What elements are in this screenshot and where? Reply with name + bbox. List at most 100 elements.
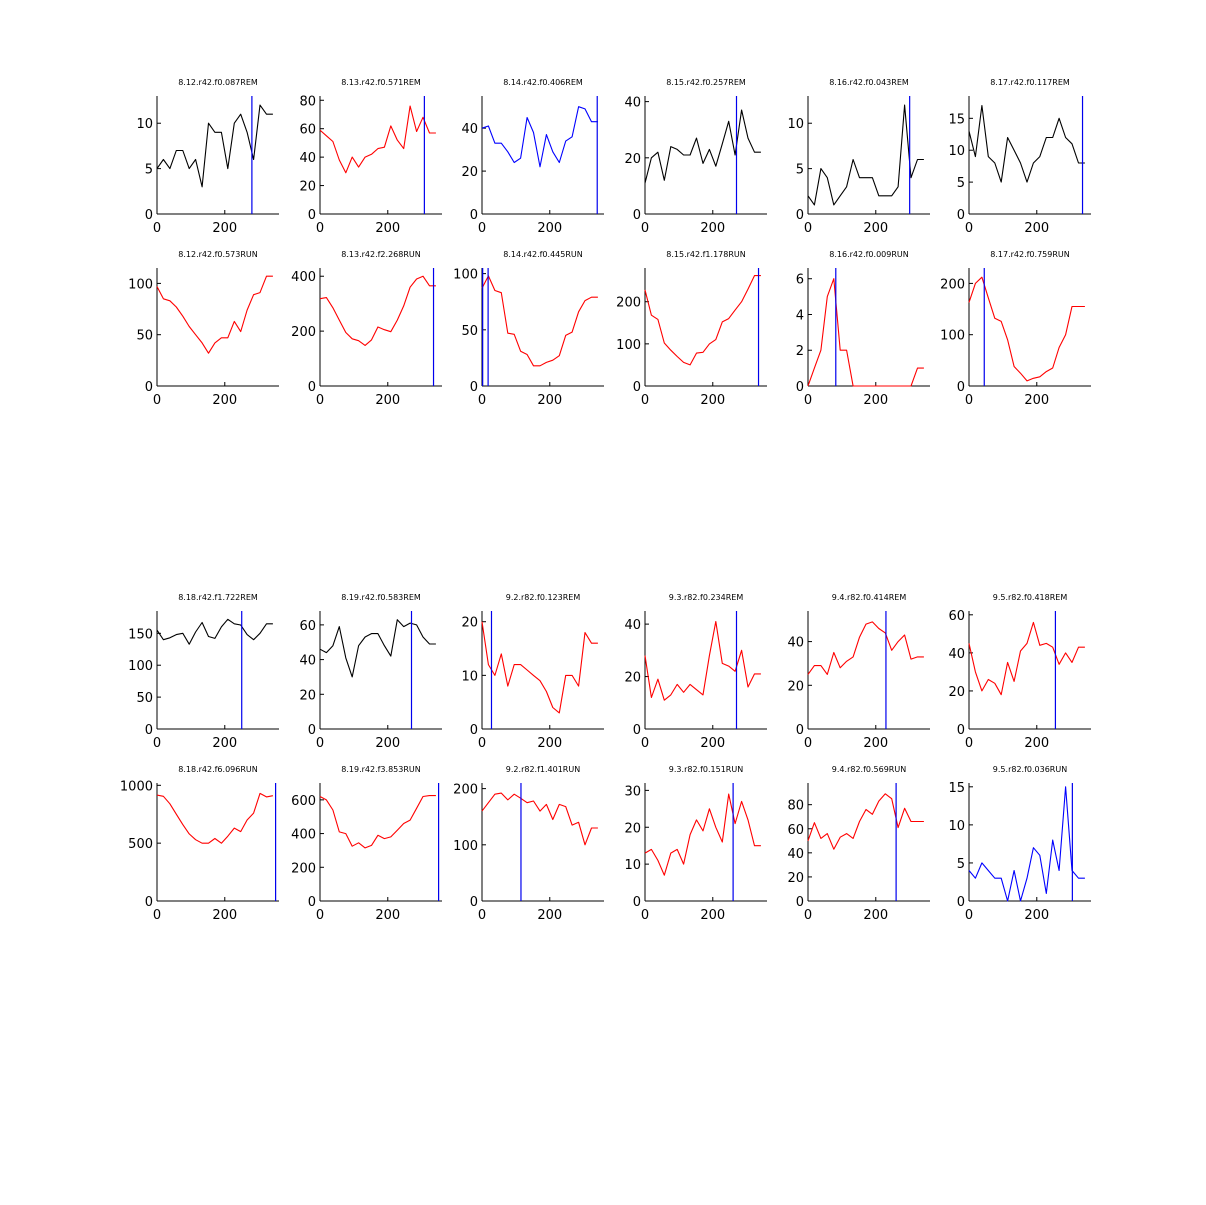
y-tick-label: 0 — [796, 380, 804, 395]
series-line — [968, 276, 1085, 382]
x-tick-label: 200 — [537, 736, 562, 751]
series-line — [968, 621, 1085, 696]
subplot-title: 8.16.r42.f0.043REM — [829, 78, 909, 87]
subplot: 9.3.r82.f0.151RUN 0 10 20 30 0 200 — [624, 765, 767, 923]
y-tick-label: 20 — [461, 616, 478, 631]
x-tick-label: 200 — [1024, 736, 1049, 751]
subplot: 8.16.r42.f0.043REM 0 5 10 0 200 — [787, 78, 930, 236]
y-tick-label: 400 — [291, 828, 316, 843]
y-tick-label: 0 — [957, 723, 965, 738]
subplot-title: 8.19.r42.f3.853RUN — [341, 765, 421, 774]
y-tick-label: 40 — [624, 618, 641, 633]
y-tick-label: 200 — [453, 783, 478, 798]
y-tick-label: 1000 — [120, 779, 153, 794]
subplot-title: 8.14.r42.f0.406REM — [503, 78, 583, 87]
y-tick-label: 20 — [624, 152, 641, 167]
subplot-title: 9.3.r82.f0.151RUN — [669, 765, 743, 774]
x-tick-label: 200 — [537, 393, 562, 408]
y-tick-label: 10 — [948, 144, 965, 159]
y-tick-label: 50 — [461, 324, 478, 339]
x-tick-label: 0 — [965, 221, 973, 236]
subplot-title: 8.17.r42.f0.117REM — [990, 78, 1070, 87]
y-tick-label: 0 — [796, 208, 804, 223]
y-tick-label: 15 — [948, 781, 965, 796]
x-tick-label: 200 — [1024, 908, 1049, 923]
subplot: 9.4.r82.f0.569RUN 0 20 40 60 80 0 200 — [787, 765, 930, 923]
subplot-title: 9.5.r82.f0.036RUN — [993, 765, 1067, 774]
x-tick-label: 200 — [212, 393, 237, 408]
x-tick-label: 200 — [212, 736, 237, 751]
y-tick-label: 0 — [145, 895, 153, 910]
subplot-title: 9.4.r82.f0.569RUN — [832, 765, 906, 774]
y-tick-label: 100 — [128, 659, 153, 674]
subplot: 8.16.r42.f0.009RUN 0 2 4 6 0 200 — [796, 250, 930, 408]
series-line — [156, 792, 274, 844]
subplot-title: 9.3.r82.f0.234REM — [669, 593, 744, 602]
x-tick-label: 0 — [316, 908, 324, 923]
y-tick-label: 200 — [291, 861, 316, 876]
x-tick-label: 0 — [153, 908, 161, 923]
y-tick-label: 100 — [616, 338, 641, 353]
y-tick-label: 80 — [299, 94, 316, 109]
x-tick-label: 200 — [1024, 393, 1049, 408]
x-tick-label: 200 — [700, 908, 725, 923]
subplot-title: 8.13.r42.f0.571REM — [341, 78, 421, 87]
x-tick-label: 0 — [478, 221, 486, 236]
x-tick-label: 0 — [153, 736, 161, 751]
subplot: 8.15.r42.f1.178RUN 0 100 200 0 200 — [616, 250, 767, 408]
x-tick-label: 200 — [212, 221, 237, 236]
subplot-title: 8.17.r42.f0.759RUN — [990, 250, 1070, 259]
series-line — [319, 619, 436, 678]
x-tick-label: 0 — [641, 393, 649, 408]
y-tick-label: 5 — [145, 163, 153, 178]
y-tick-label: 40 — [299, 654, 316, 669]
y-tick-label: 0 — [633, 208, 641, 223]
y-tick-label: 200 — [291, 325, 316, 340]
x-tick-label: 0 — [641, 908, 649, 923]
subplot: 8.13.r42.f2.268RUN 0 200 400 0 200 — [291, 250, 442, 408]
y-tick-label: 0 — [796, 895, 804, 910]
y-tick-label: 20 — [299, 688, 316, 703]
subplot-title: 8.14.r42.f0.445RUN — [503, 250, 583, 259]
x-tick-label: 0 — [478, 736, 486, 751]
y-tick-label: 0 — [470, 723, 478, 738]
subplot: 8.12.r42.f0.573RUN 0 50 100 0 200 — [128, 250, 279, 408]
x-tick-label: 0 — [316, 221, 324, 236]
x-tick-label: 200 — [863, 221, 888, 236]
x-tick-label: 0 — [965, 736, 973, 751]
subplot: 8.12.r42.f0.087REM 0 5 10 0 200 — [136, 78, 279, 236]
y-tick-label: 0 — [957, 380, 965, 395]
x-tick-label: 0 — [153, 221, 161, 236]
series-line — [807, 793, 924, 850]
x-tick-label: 0 — [478, 393, 486, 408]
subplot: 9.2.r82.f1.401RUN 0 100 200 0 200 — [453, 765, 604, 923]
y-tick-label: 20 — [787, 679, 804, 694]
y-tick-label: 10 — [787, 117, 804, 132]
y-tick-label: 0 — [470, 895, 478, 910]
y-tick-label: 80 — [787, 799, 804, 814]
series-line — [968, 786, 1085, 902]
x-tick-label: 200 — [375, 908, 400, 923]
x-tick-label: 200 — [1024, 221, 1049, 236]
y-tick-label: 40 — [461, 122, 478, 137]
series-line — [319, 105, 436, 174]
y-tick-label: 20 — [948, 685, 965, 700]
x-tick-label: 200 — [863, 908, 888, 923]
series-line — [644, 109, 761, 184]
y-tick-label: 10 — [136, 117, 153, 132]
series-line — [481, 275, 598, 367]
y-tick-label: 40 — [299, 151, 316, 166]
subplot: 8.19.r42.f3.853RUN 0 200 400 600 0 200 — [291, 765, 442, 923]
y-tick-label: 5 — [957, 857, 965, 872]
series-line — [968, 105, 1085, 183]
y-tick-label: 5 — [796, 163, 804, 178]
y-tick-label: 600 — [291, 794, 316, 809]
x-tick-label: 0 — [965, 908, 973, 923]
subplot-title: 9.4.r82.f0.414REM — [832, 593, 907, 602]
y-tick-label: 20 — [787, 871, 804, 886]
subplot: 9.5.r82.f0.036RUN 0 5 10 15 0 200 — [948, 765, 1091, 923]
x-tick-label: 200 — [700, 736, 725, 751]
y-tick-label: 100 — [453, 268, 478, 283]
